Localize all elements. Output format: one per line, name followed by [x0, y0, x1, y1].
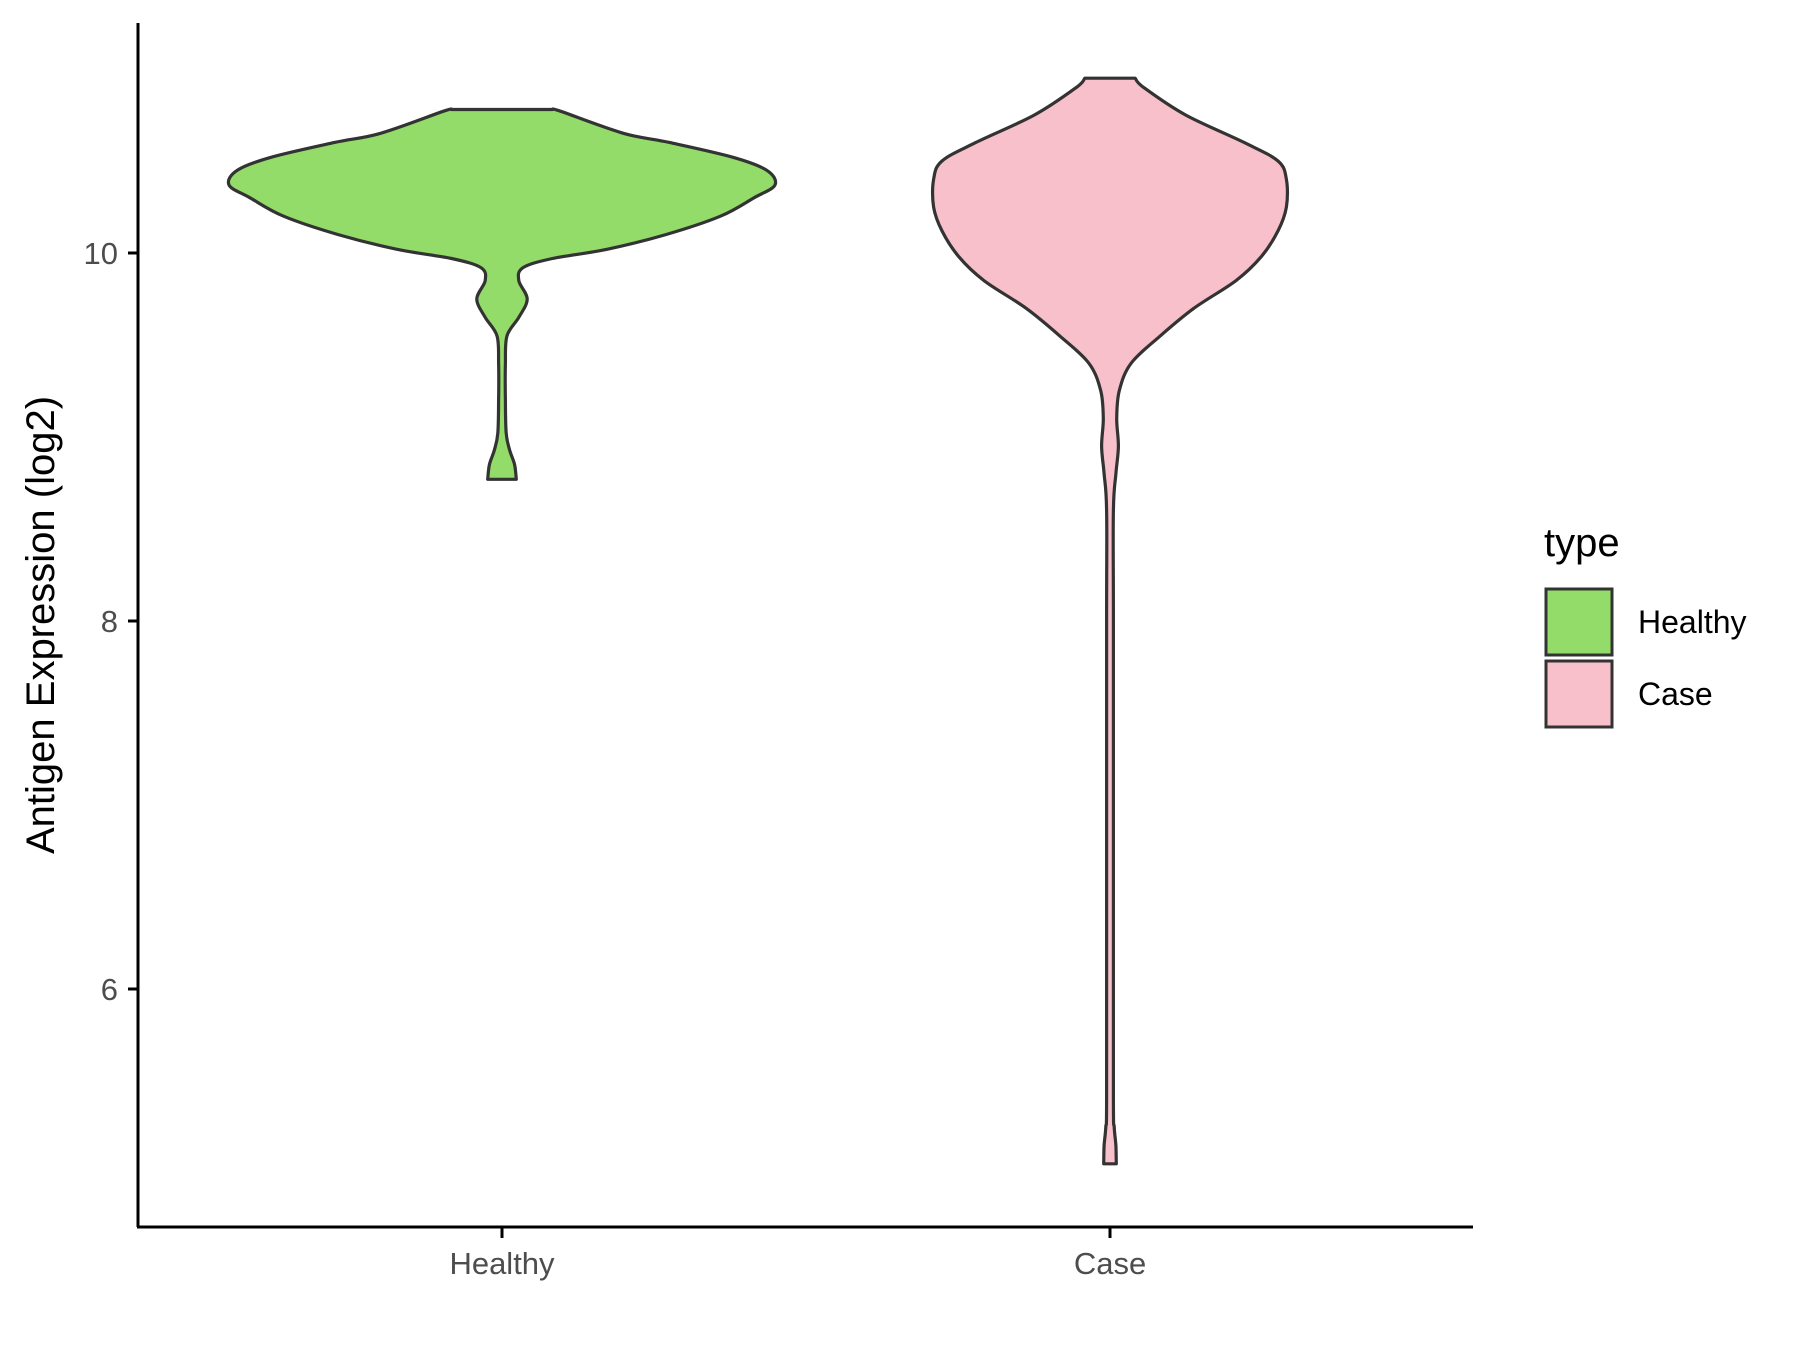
- legend-label-case: Case: [1638, 676, 1713, 712]
- y-tick-label: 6: [101, 972, 118, 1007]
- legend: type Healthy Case: [1544, 521, 1747, 729]
- y-ticks: 6 8 10: [84, 236, 138, 1007]
- x-tick-label: Healthy: [449, 1246, 555, 1281]
- legend-key-healthy: [1544, 587, 1614, 657]
- violin-case: [930, 76, 1290, 1166]
- x-ticks: Healthy Case: [449, 1227, 1146, 1281]
- violins: [226, 76, 1290, 1166]
- legend-key-case: [1544, 659, 1614, 729]
- x-tick-label: Case: [1074, 1246, 1146, 1281]
- y-tick-label: 8: [101, 604, 118, 639]
- violin-healthy: [226, 107, 778, 481]
- legend-label-healthy: Healthy: [1638, 604, 1747, 640]
- y-tick-label: 10: [84, 236, 118, 271]
- legend-items: Healthy Case: [1544, 587, 1747, 729]
- legend-title: type: [1544, 521, 1620, 565]
- y-axis-title: Antigen Expression (log2): [19, 396, 63, 854]
